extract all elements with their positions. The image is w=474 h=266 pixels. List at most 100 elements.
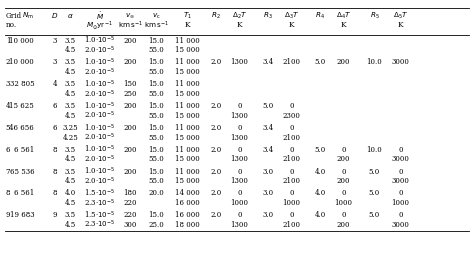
- Text: 18 000: 18 000: [175, 221, 200, 229]
- Text: 4.0: 4.0: [314, 168, 326, 176]
- Text: Grid: Grid: [6, 12, 22, 20]
- Text: 4: 4: [52, 80, 57, 88]
- Text: 2.0: 2.0: [210, 189, 221, 197]
- Text: 1000: 1000: [283, 199, 301, 207]
- Text: 1.0$\cdot10^{-5}$: 1.0$\cdot10^{-5}$: [84, 166, 115, 177]
- Text: 8: 8: [52, 189, 57, 197]
- Text: 2100: 2100: [283, 155, 301, 163]
- Text: 1300: 1300: [230, 134, 248, 142]
- Text: 11 000: 11 000: [175, 124, 200, 132]
- Text: ${\rm km\,s}^{-1}$: ${\rm km\,s}^{-1}$: [144, 20, 169, 31]
- Text: $\Delta_4 T$: $\Delta_4 T$: [336, 11, 351, 21]
- Text: 15.0: 15.0: [148, 211, 164, 219]
- Text: 4.5: 4.5: [64, 221, 76, 229]
- Text: 16 000: 16 000: [175, 211, 200, 219]
- Text: 6: 6: [52, 124, 57, 132]
- Text: 0: 0: [341, 168, 346, 176]
- Text: 3.4: 3.4: [262, 146, 273, 154]
- Text: K: K: [341, 21, 346, 29]
- Text: 4.0: 4.0: [64, 189, 76, 197]
- Text: 1300: 1300: [230, 221, 248, 229]
- Text: 0: 0: [237, 146, 242, 154]
- Text: 6: 6: [52, 102, 57, 110]
- Text: 15.0: 15.0: [148, 146, 164, 154]
- Text: 3.4: 3.4: [262, 59, 273, 66]
- Text: 6 561: 6 561: [14, 146, 34, 154]
- Text: 15 000: 15 000: [175, 177, 200, 185]
- Text: 14 000: 14 000: [175, 189, 200, 197]
- Text: 11 000: 11 000: [175, 102, 200, 110]
- Text: 200: 200: [337, 155, 350, 163]
- Text: 5.0: 5.0: [314, 59, 326, 66]
- Text: 1.0$\cdot10^{-5}$: 1.0$\cdot10^{-5}$: [84, 144, 115, 155]
- Text: 3.0: 3.0: [262, 211, 273, 219]
- Text: K: K: [184, 21, 190, 29]
- Text: ${\rm km\,s}^{-1}$: ${\rm km\,s}^{-1}$: [118, 20, 143, 31]
- Text: 10.0: 10.0: [366, 146, 383, 154]
- Text: 1000: 1000: [335, 199, 353, 207]
- Text: 5.0: 5.0: [369, 211, 380, 219]
- Text: 8: 8: [52, 146, 57, 154]
- Text: 15.0: 15.0: [148, 59, 164, 66]
- Text: $R_3$: $R_3$: [263, 11, 273, 21]
- Text: 10 000: 10 000: [9, 37, 34, 45]
- Text: 200: 200: [337, 221, 350, 229]
- Text: 3000: 3000: [392, 221, 410, 229]
- Text: K: K: [398, 21, 403, 29]
- Text: 0: 0: [289, 189, 294, 197]
- Text: 2100: 2100: [283, 221, 301, 229]
- Text: 3: 3: [52, 59, 57, 66]
- Text: $\alpha$: $\alpha$: [67, 12, 73, 20]
- Text: 9: 9: [52, 211, 57, 219]
- Text: 300: 300: [124, 221, 137, 229]
- Text: 55.0: 55.0: [148, 112, 164, 120]
- Text: 2.0: 2.0: [210, 102, 221, 110]
- Text: 3.5: 3.5: [64, 37, 76, 45]
- Text: 0: 0: [289, 168, 294, 176]
- Text: 1300: 1300: [230, 155, 248, 163]
- Text: 2.0: 2.0: [210, 168, 221, 176]
- Text: no.: no.: [6, 21, 17, 29]
- Text: 200: 200: [124, 59, 137, 66]
- Text: 5.0: 5.0: [369, 189, 380, 197]
- Text: 1.0$\cdot10^{-5}$: 1.0$\cdot10^{-5}$: [84, 57, 115, 68]
- Text: 0: 0: [237, 211, 242, 219]
- Text: 5.0: 5.0: [369, 168, 380, 176]
- Text: 0: 0: [237, 189, 242, 197]
- Text: 1.5$\cdot10^{-5}$: 1.5$\cdot10^{-5}$: [84, 188, 115, 199]
- Text: 220: 220: [124, 199, 137, 207]
- Text: 4.5: 4.5: [64, 155, 76, 163]
- Text: 1000: 1000: [392, 199, 410, 207]
- Text: $T_1$: $T_1$: [182, 11, 192, 21]
- Text: 15.0: 15.0: [148, 102, 164, 110]
- Text: 200: 200: [337, 177, 350, 185]
- Text: $\dot{M}$: $\dot{M}$: [95, 10, 104, 22]
- Text: 11 000: 11 000: [175, 59, 200, 66]
- Text: 200: 200: [337, 59, 350, 66]
- Text: 4: 4: [6, 102, 10, 110]
- Text: $N_{\rm m}$: $N_{\rm m}$: [22, 11, 34, 21]
- Text: 55.0: 55.0: [148, 134, 164, 142]
- Text: 0: 0: [289, 124, 294, 132]
- Text: 1.0$\cdot10^{-5}$: 1.0$\cdot10^{-5}$: [84, 101, 115, 112]
- Text: 3.25: 3.25: [63, 124, 78, 132]
- Text: 11 000: 11 000: [175, 146, 200, 154]
- Text: 1.5$\cdot10^{-5}$: 1.5$\cdot10^{-5}$: [84, 210, 115, 221]
- Text: 2100: 2100: [283, 177, 301, 185]
- Text: 15 000: 15 000: [175, 134, 200, 142]
- Text: 5.0: 5.0: [262, 102, 273, 110]
- Text: 11 000: 11 000: [175, 168, 200, 176]
- Text: 65 536: 65 536: [9, 168, 34, 176]
- Text: 4.5: 4.5: [64, 68, 76, 76]
- Text: 0: 0: [398, 146, 403, 154]
- Text: 4.5: 4.5: [64, 90, 76, 98]
- Text: 4.25: 4.25: [62, 134, 78, 142]
- Text: 9: 9: [6, 211, 10, 219]
- Text: 180: 180: [124, 189, 137, 197]
- Text: 4.0: 4.0: [314, 211, 326, 219]
- Text: 3000: 3000: [392, 155, 410, 163]
- Text: 4.5: 4.5: [64, 199, 76, 207]
- Text: 3000: 3000: [392, 59, 410, 66]
- Text: 55.0: 55.0: [148, 155, 164, 163]
- Text: 3000: 3000: [392, 177, 410, 185]
